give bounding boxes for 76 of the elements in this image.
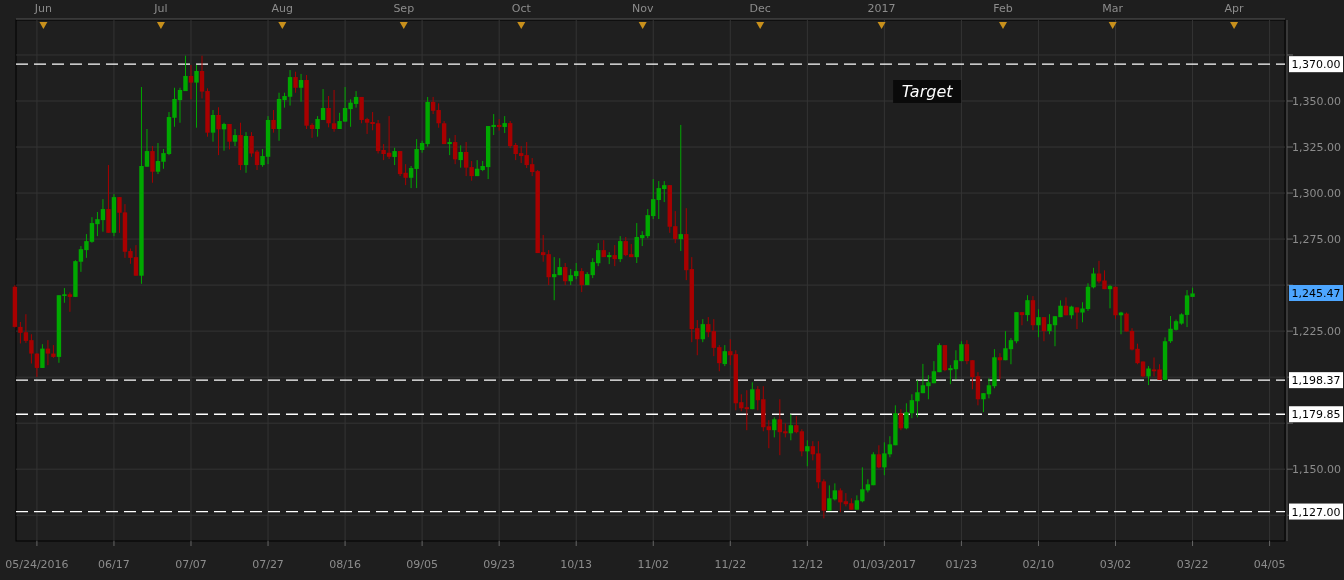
candlestick (1146, 365, 1151, 386)
x2-tick-label: Jun (33, 2, 53, 15)
candlestick (678, 124, 683, 252)
y-tick-label: 1,325.00 (1292, 141, 1341, 155)
candlestick (805, 439, 810, 467)
ref-line-label: 1,127.00 (1291, 505, 1341, 519)
candlestick (216, 106, 221, 156)
candlestick (579, 267, 584, 293)
candlestick (1074, 306, 1080, 330)
candlestick (326, 95, 331, 128)
x-tick-label: 01/03/2017 (852, 558, 917, 571)
candlestick (106, 164, 111, 234)
candlestick (1025, 294, 1030, 322)
ref-line-label: 1,179.85 (1291, 408, 1341, 422)
x-tick-label: 08/16 (329, 558, 361, 571)
candlestick (997, 352, 1003, 380)
x-tick-label: 11/22 (714, 558, 747, 571)
candlestick (700, 318, 705, 343)
y-tick-label: 1,150.00 (1292, 463, 1341, 477)
candlestick (271, 109, 276, 134)
x2-tick-label: Jul (153, 2, 168, 15)
x2-tick-label: Apr (1224, 2, 1245, 15)
x-tick-label: 05/24/2016 (5, 558, 69, 571)
x-tick-label: 07/27 (252, 558, 284, 571)
candlestick (331, 89, 337, 133)
ref-line-label: 1,198.37 (1291, 374, 1341, 388)
y-tick-label: 1,275.00 (1292, 233, 1341, 247)
candlestick (67, 291, 73, 313)
x2-tick-label: Feb (993, 2, 1013, 15)
candlestick (1019, 311, 1025, 326)
candlestick (1041, 316, 1047, 342)
x-tick-label: 01/23 (945, 558, 978, 571)
x2-tick-label: Mar (1102, 2, 1124, 15)
candlestick (232, 128, 238, 147)
x2-tick-label: Oct (511, 2, 532, 15)
x-tick-label: 03/22 (1176, 558, 1209, 571)
x-tick-label: 07/07 (175, 558, 207, 571)
candlestick (293, 71, 298, 94)
annotation: Target (901, 82, 954, 101)
candlestick (750, 381, 755, 410)
candlestick (298, 73, 304, 103)
candlestick (1036, 308, 1041, 338)
x-tick-label: 12/12 (791, 558, 824, 571)
x-tick-label: 11/02 (637, 558, 670, 571)
candlestick (40, 343, 45, 369)
candlestick (194, 64, 199, 129)
candlestick (898, 408, 904, 431)
x2-tick-label: Sep (393, 2, 415, 15)
text: 1,245.47 (1291, 287, 1341, 300)
x-tick-label: 10/13 (560, 558, 593, 571)
x2-tick-label: Nov (631, 2, 654, 15)
x2-tick-label: 2017 (867, 2, 896, 15)
candlestick (458, 144, 463, 169)
x-tick-label: 02/10 (1022, 558, 1055, 571)
y-tick-label: 1,350.00 (1292, 95, 1341, 108)
x2-tick-label: Aug (271, 2, 294, 15)
ref-line-label: 1,370.00 (1291, 58, 1341, 72)
x-tick-label: 09/23 (483, 558, 516, 571)
candlestick (227, 123, 232, 150)
candlestick (563, 262, 568, 286)
candlestick (1091, 267, 1096, 289)
candlestick (210, 109, 216, 143)
x2-tick-label: Dec (749, 2, 771, 15)
candlestick (876, 444, 882, 469)
candlestick (618, 235, 623, 263)
x-tick-label: 06/17 (98, 558, 130, 571)
candlestick (188, 64, 194, 100)
candlestick (150, 145, 155, 184)
x-tick-label: 04/05 (1253, 558, 1286, 571)
candlestick (772, 416, 777, 438)
x-tick-label: 03/02 (1099, 558, 1132, 571)
y-tick-label: 1,225.00 (1292, 325, 1341, 339)
candlestick (45, 339, 51, 366)
candlestick (722, 344, 727, 367)
x-tick-label: 09/05 (406, 558, 438, 571)
y-tick-label: 1,300.00 (1292, 187, 1341, 201)
